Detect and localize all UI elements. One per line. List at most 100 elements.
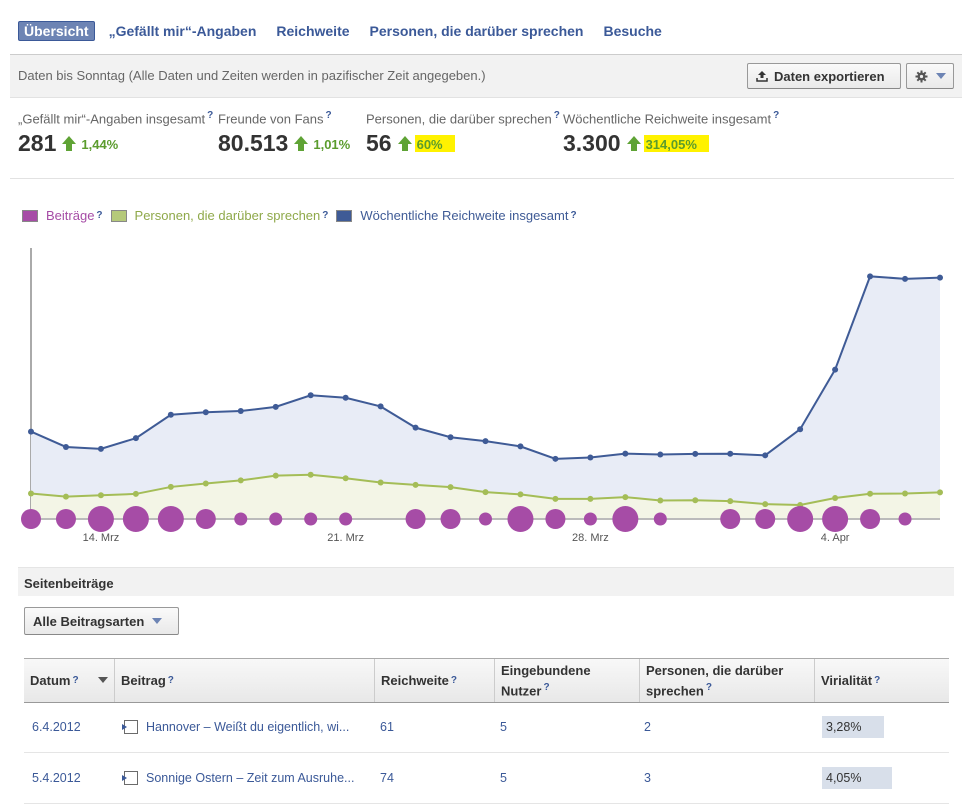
legend-label: Wöchentliche Reichweite insgesamt [360, 208, 569, 223]
post-bubble [612, 506, 639, 532]
arrow-up-icon [294, 136, 309, 152]
help-icon[interactable]: ? [325, 110, 332, 121]
help-icon[interactable]: ? [322, 210, 329, 221]
gear-icon [915, 70, 928, 82]
arrow-up-icon [626, 136, 641, 152]
help-icon[interactable]: ? [207, 110, 214, 121]
talking-point [342, 475, 349, 482]
reach-point [237, 408, 244, 415]
post-bubble [440, 509, 461, 529]
stat-friends-of-fans: Freunde von Fans? 80.513 1,01% [218, 110, 352, 157]
help-icon[interactable]: ? [450, 675, 458, 686]
col-label: Personen, die darüber sprechen [646, 662, 784, 699]
reach-point [657, 451, 664, 458]
reach-point [797, 426, 804, 433]
post-type-filter[interactable]: Alle Beitragsarten [24, 607, 179, 635]
col-engaged[interactable]: Eingebundene Nutzer? [494, 659, 639, 702]
talking-point [937, 489, 943, 496]
legend-item-talking[interactable]: Personen, die darüber sprechen? [110, 208, 329, 223]
help-icon[interactable]: ? [553, 110, 560, 121]
post-bubble [87, 506, 114, 532]
cell-reach[interactable]: 61 [380, 720, 394, 734]
cell-talking[interactable]: 3 [644, 771, 651, 785]
talking-point [97, 492, 104, 499]
table-row[interactable]: 5.4.2012 Sonnige Ostern – Zeit zum Ausru… [24, 753, 949, 804]
chevron-down-icon [152, 618, 163, 624]
talking-point [517, 491, 524, 498]
help-icon[interactable]: ? [570, 210, 577, 221]
date-info-text: Daten bis Sonntag (Alle Daten und Zeiten… [18, 68, 486, 83]
arrow-up-icon [397, 136, 412, 152]
post-bubble [898, 512, 912, 526]
stat-change: 1,44% [81, 137, 119, 153]
tab-besuche[interactable]: Besuche [603, 23, 662, 39]
table-header: Datum? Beitrag? Reichweite? Eingebundene… [24, 658, 949, 703]
divider [10, 178, 954, 179]
cell-engaged[interactable]: 5 [500, 720, 507, 734]
reach-point [447, 434, 454, 441]
help-icon[interactable]: ? [72, 675, 79, 686]
table-row[interactable]: 6.4.2012 Hannover – Weißt du eigentlich,… [24, 702, 949, 753]
x-tick-label: 14. Mrz [83, 532, 120, 544]
reach-point [832, 366, 839, 373]
stat-likes-total: „Gefällt mir“-Angaben insgesamt? 281 1,4… [18, 110, 213, 157]
talking-point [587, 495, 594, 502]
help-icon[interactable]: ? [167, 675, 174, 686]
talking-point [727, 498, 734, 505]
post-bubble [720, 509, 741, 529]
tab-gefaellt-mir[interactable]: „Gefällt mir“-Angaben [108, 23, 257, 39]
reach-point [902, 275, 909, 282]
tab-uebersicht[interactable]: Übersicht [18, 21, 95, 41]
cell-talking[interactable]: 2 [644, 720, 651, 734]
stat-label: Freunde von Fans [218, 111, 324, 127]
col-label: Beitrag [121, 673, 166, 688]
post-bubble [269, 512, 283, 526]
cell-date[interactable]: 6.4.2012 [32, 720, 81, 734]
cell-reach[interactable]: 74 [380, 771, 394, 785]
col-date[interactable]: Datum? [24, 659, 114, 702]
reach-point [552, 455, 559, 462]
reach-point [482, 438, 489, 445]
cell-virality: 3,28% [818, 702, 953, 752]
reach-point [727, 450, 734, 457]
help-icon[interactable]: ? [96, 210, 103, 221]
talking-point [307, 471, 314, 478]
reach-point [517, 443, 524, 450]
talking-point [482, 489, 489, 496]
talking-point [867, 490, 874, 497]
cell-engaged[interactable]: 5 [500, 771, 507, 785]
cell-date[interactable]: 5.4.2012 [32, 771, 81, 785]
post-bubble [122, 506, 149, 532]
col-virality[interactable]: Virialität? [814, 659, 949, 702]
post-title[interactable]: Sonnige Ostern – Zeit zum Ausruhe... [146, 771, 355, 785]
legend-item-reach[interactable]: Wöchentliche Reichweite insgesamt? [336, 208, 577, 223]
col-talking[interactable]: Personen, die darüber sprechen? [639, 659, 814, 702]
tab-reichweite[interactable]: Reichweite [276, 23, 350, 39]
status-post-icon [122, 720, 138, 734]
legend-swatch [336, 209, 353, 222]
reach-point [587, 454, 594, 461]
post-bubble [755, 509, 776, 529]
export-data-button[interactable]: Daten exportieren [747, 63, 901, 89]
legend-label: Personen, die darüber sprechen [134, 208, 321, 223]
cell-post[interactable]: Hannover – Weißt du eigentlich, wi... [116, 702, 374, 752]
cell-post[interactable]: Sonnige Ostern – Zeit zum Ausruhe... [116, 753, 374, 803]
tab-bar: Übersicht „Gefällt mir“-Angaben Reichwei… [18, 21, 682, 41]
talking-point [622, 494, 629, 501]
help-icon[interactable]: ? [705, 681, 712, 693]
talking-area [31, 474, 940, 519]
col-reach[interactable]: Reichweite? [374, 659, 494, 702]
help-icon[interactable]: ? [874, 675, 881, 686]
status-post-icon [122, 771, 138, 785]
reach-point [202, 409, 209, 416]
virality-bar: 4,05% [822, 767, 892, 789]
settings-menu-button[interactable] [906, 63, 954, 89]
help-icon[interactable]: ? [773, 110, 780, 121]
sort-down-icon[interactable] [98, 677, 108, 683]
reach-area [31, 276, 940, 519]
legend-item-posts[interactable]: Beiträge? [22, 208, 103, 223]
tab-personen-sprechen[interactable]: Personen, die darüber sprechen [369, 23, 584, 39]
post-title[interactable]: Hannover – Weißt du eigentlich, wi... [146, 720, 350, 734]
help-icon[interactable]: ? [543, 681, 550, 693]
col-post[interactable]: Beitrag? [114, 659, 374, 702]
